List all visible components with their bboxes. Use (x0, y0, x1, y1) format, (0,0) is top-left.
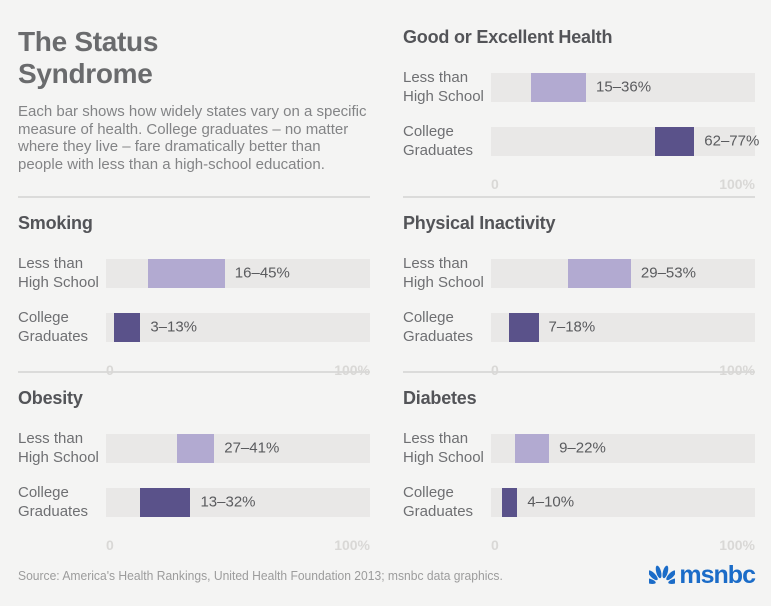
axis-tick-max: 100% (719, 176, 755, 192)
row-label: College Graduates (403, 123, 474, 159)
range-value: 27–41% (224, 439, 280, 457)
bar-row-less-than-high-school: Less than High School 9–22% (403, 429, 755, 467)
range-bar (567, 258, 631, 288)
bar-row-college-graduates: College Graduates 4–10% (403, 483, 755, 521)
bar-row-college-graduates: College Graduates 62–77% (403, 122, 759, 160)
range-value: 4–10% (527, 493, 575, 511)
chart-title: Obesity (18, 388, 83, 408)
range-bar (113, 312, 141, 342)
page-description: Each bar shows how widely states vary on… (18, 103, 367, 173)
x-axis: 0 100% (106, 537, 370, 553)
range-value: 29–53% (640, 264, 696, 282)
range-value: 3–13% (150, 318, 198, 336)
bar-track: 9–22% (491, 433, 755, 463)
charts-grid: The Status Syndrome Each bar shows how w… (18, 0, 759, 553)
bar-row-college-graduates: College Graduates 7–18% (403, 308, 755, 346)
row-label: Less than High School (18, 255, 99, 291)
row-label: Less than High School (18, 430, 99, 466)
bar-row-less-than-high-school: Less than High School 16–45% (18, 254, 370, 292)
row-label: College Graduates (18, 484, 89, 520)
range-bar (654, 126, 695, 156)
row-label: Less than High School (403, 69, 484, 105)
range-bar (514, 433, 550, 463)
chart-physical-inactivity: Physical Inactivity Less than High Schoo… (403, 198, 755, 378)
axis-tick-min: 0 (491, 537, 499, 553)
axis-tick-max: 100% (334, 362, 370, 378)
msnbc-logo: msnbc (649, 561, 756, 589)
range-bar (501, 487, 518, 517)
range-bar (140, 487, 191, 517)
intro-panel: The Status Syndrome Each bar shows how w… (18, 0, 370, 198)
bar-track: 15–36% (491, 72, 755, 102)
range-bar (509, 312, 539, 342)
row-label: Less than High School (403, 255, 484, 291)
bar-track: 7–18% (491, 312, 755, 342)
chart-title: Smoking (18, 213, 93, 233)
bar-track: 29–53% (491, 258, 755, 288)
chart-diabetes: Diabetes Less than High School 9–22% Col… (403, 373, 755, 553)
x-axis: 0 100% (491, 362, 755, 378)
row-label: College Graduates (403, 309, 474, 345)
bar-track: 27–41% (106, 433, 370, 463)
x-axis: 0 100% (491, 176, 755, 192)
bar-track: 16–45% (106, 258, 370, 288)
x-axis: 0 100% (106, 362, 370, 378)
chart-title: Physical Inactivity (403, 213, 556, 233)
chart-title: Diabetes (403, 388, 477, 408)
range-value: 62–77% (704, 132, 760, 150)
range-value: 9–22% (559, 439, 606, 457)
bar-track: 4–10% (491, 487, 755, 517)
row-label: College Graduates (18, 309, 89, 345)
footer: Source: America's Health Rankings, Unite… (0, 545, 771, 606)
range-bar (148, 258, 225, 288)
nbc-peacock-icon (649, 565, 676, 584)
axis-tick-min: 0 (106, 537, 114, 553)
bar-row-college-graduates: College Graduates 3–13% (18, 308, 370, 346)
chart-smoking: Smoking Less than High School 16–45% Col… (18, 198, 370, 378)
x-axis: 0 100% (491, 537, 755, 553)
bar-row-less-than-high-school: Less than High School 29–53% (403, 254, 755, 292)
row-label: Less than High School (403, 430, 484, 466)
bar-track: 62–77% (491, 126, 759, 156)
range-value: 16–45% (234, 264, 290, 282)
row-label: College Graduates (403, 484, 474, 520)
axis-tick-max: 100% (719, 362, 755, 378)
bar-track: 13–32% (106, 487, 370, 517)
axis-tick-min: 0 (491, 176, 499, 192)
chart-good-or-excellent-health: Good or Excellent Health Less than High … (403, 0, 759, 198)
page-title: The Status Syndrome (18, 26, 159, 89)
axis-tick-min: 0 (106, 362, 114, 378)
chart-obesity: Obesity Less than High School 27–41% Col… (18, 373, 370, 553)
axis-tick-max: 100% (719, 537, 755, 553)
range-value: 15–36% (596, 78, 652, 96)
bar-row-college-graduates: College Graduates 13–32% (18, 483, 370, 521)
range-bar (177, 433, 215, 463)
source-credit: Source: America's Health Rankings, Unite… (18, 568, 503, 583)
range-value: 7–18% (548, 318, 596, 336)
range-value: 13–32% (200, 493, 256, 511)
msnbc-wordmark: msnbc (679, 561, 756, 589)
range-bar (530, 72, 587, 102)
chart-title: Good or Excellent Health (403, 27, 613, 47)
axis-tick-max: 100% (334, 537, 370, 553)
bar-track: 3–13% (106, 312, 370, 342)
bar-row-less-than-high-school: Less than High School 15–36% (403, 68, 755, 106)
axis-tick-min: 0 (491, 362, 499, 378)
bar-row-less-than-high-school: Less than High School 27–41% (18, 429, 370, 467)
